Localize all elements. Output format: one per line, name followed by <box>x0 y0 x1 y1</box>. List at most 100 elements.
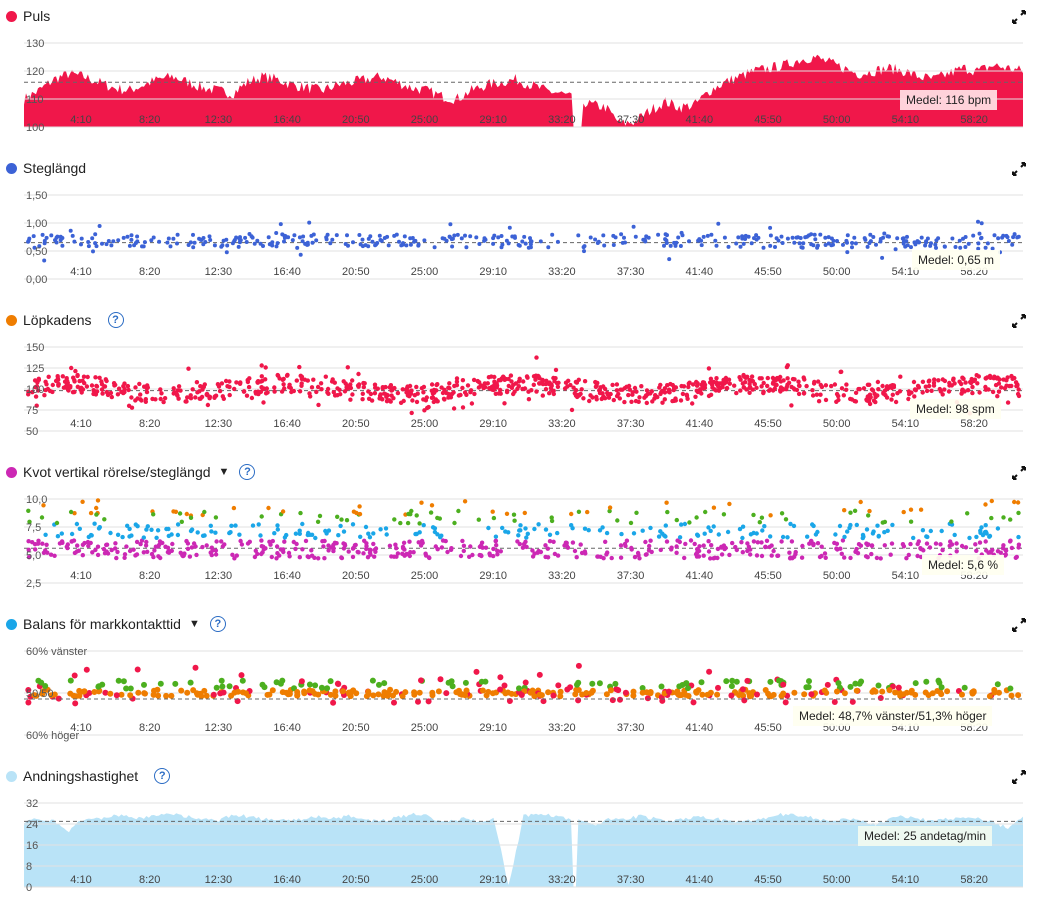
kvot-point <box>619 531 624 537</box>
balans-point <box>473 668 480 675</box>
balans-point <box>226 683 233 690</box>
balans-point <box>886 687 893 694</box>
steglangd-point <box>709 232 714 237</box>
balans-point <box>991 689 998 696</box>
kvot-point <box>185 546 191 551</box>
kvot-point <box>195 530 200 535</box>
x-tick-label: 54:10 <box>892 570 920 582</box>
lopkadens-point <box>492 374 497 380</box>
lopkadens-point <box>931 383 937 388</box>
lopkadens-point <box>634 389 639 394</box>
lopkadens-point <box>421 390 426 395</box>
steglangd-point <box>696 238 701 243</box>
lopkadens-point <box>56 381 61 387</box>
expand-icon[interactable] <box>1012 314 1026 328</box>
steglangd-point <box>175 232 180 237</box>
chevron-down-icon[interactable]: ▼ <box>218 466 230 478</box>
lopkadens-point <box>738 388 743 393</box>
help-icon[interactable]: ? <box>239 464 256 480</box>
steglangd-point <box>282 239 286 244</box>
kvot-point <box>938 542 943 547</box>
x-tick-label: 12:30 <box>205 418 233 430</box>
help-icon[interactable]: ? <box>107 312 124 328</box>
steglangd-point <box>477 242 482 246</box>
balans-point <box>218 677 225 684</box>
steglangd-point <box>901 241 906 246</box>
kvot-point <box>711 505 717 510</box>
kvot-point <box>371 531 376 536</box>
steglangd-point <box>334 233 339 238</box>
expand-icon[interactable] <box>1012 618 1026 632</box>
expand-icon[interactable] <box>1012 466 1026 480</box>
lopkadens-point <box>259 374 264 379</box>
lopkadens-point <box>844 387 849 392</box>
kvot-point <box>532 526 537 532</box>
kvot-point <box>287 554 292 559</box>
x-tick-label: 41:40 <box>686 874 714 886</box>
kvot-point <box>350 554 356 560</box>
steglangd-point <box>915 239 920 244</box>
kvot-point <box>456 508 461 514</box>
kvot-point <box>383 526 389 531</box>
kvot-point <box>335 514 340 519</box>
x-tick-label: 54:10 <box>892 418 920 430</box>
steglangd-point <box>976 246 981 251</box>
lopkadens-point <box>673 385 678 390</box>
steglangd-point <box>576 233 581 238</box>
kvot-point <box>709 543 714 548</box>
steglangd-point <box>237 240 242 245</box>
kvot-point <box>570 540 576 545</box>
lopkadens-point <box>100 391 105 396</box>
kvot-point <box>876 534 881 539</box>
lopkadens-point <box>281 382 286 387</box>
lopkadens-point <box>223 378 229 384</box>
x-tick-label: 25:00 <box>411 418 439 430</box>
balans-point <box>704 691 711 698</box>
expand-icon[interactable] <box>1012 10 1026 24</box>
kvot-point <box>927 545 933 550</box>
kvot-point <box>194 552 199 558</box>
kvot-point <box>179 519 184 524</box>
balans-point <box>83 666 90 673</box>
steglangd-point <box>977 231 982 236</box>
steglangd-point <box>270 240 275 245</box>
kvot-point <box>44 542 49 547</box>
kvot-point <box>166 550 172 555</box>
kvot-point <box>585 509 590 515</box>
kvot-point <box>231 505 237 511</box>
lopkadens-point <box>632 385 638 391</box>
lopkadens-point <box>460 385 465 391</box>
balans-point <box>266 691 273 698</box>
lopkadens-point <box>660 388 665 394</box>
steglangd-point <box>773 245 777 249</box>
steglangd-point <box>656 232 661 237</box>
steglangd-point <box>450 244 455 249</box>
kvot-point <box>495 548 500 553</box>
help-icon[interactable]: ? <box>209 616 226 632</box>
lopkadens-point <box>272 389 277 394</box>
kvot-point <box>43 532 48 537</box>
kvot-point <box>394 546 399 551</box>
kvot-point <box>491 515 497 521</box>
kvot-point <box>202 509 207 515</box>
balans-point <box>596 680 603 687</box>
steglangd-point <box>823 235 828 240</box>
expand-icon[interactable] <box>1012 770 1026 784</box>
steglangd-point <box>303 241 308 246</box>
x-tick-label: 58:20 <box>960 114 988 126</box>
kvot-point <box>646 548 652 553</box>
help-icon[interactable]: ? <box>154 768 171 784</box>
balans-point <box>824 681 831 688</box>
balans-point <box>831 699 838 705</box>
lopkadens-point <box>331 390 336 395</box>
balans-point <box>853 687 860 694</box>
lopkadens-point <box>487 386 492 391</box>
lopkadens-point <box>924 388 930 394</box>
lopkadens-point <box>314 389 319 395</box>
lopkadens-point <box>597 388 602 393</box>
kvot-point <box>220 544 225 549</box>
kvot-point <box>763 544 768 549</box>
chevron-down-icon[interactable]: ▼ <box>188 618 200 630</box>
expand-icon[interactable] <box>1012 162 1026 176</box>
lopkadens-point <box>932 377 937 382</box>
